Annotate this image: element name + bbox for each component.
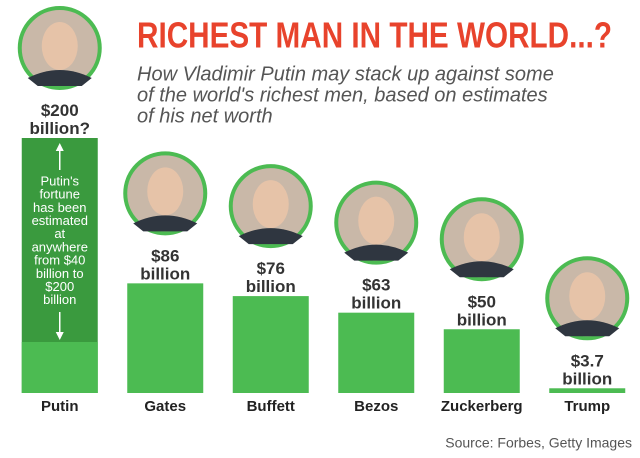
value-label: $50 billion: [457, 293, 507, 330]
annotation: estimated: [32, 213, 88, 228]
annotation: $200: [45, 279, 74, 294]
x-tick-label: Zuckerberg: [441, 398, 523, 415]
value-label: $86 billion: [140, 247, 190, 284]
arrow-head: [55, 143, 64, 151]
arrow-head: [55, 332, 64, 340]
annotation: billion to: [36, 266, 84, 281]
annotation: anywhere: [32, 239, 88, 254]
portrait-body: [555, 320, 620, 337]
portrait-body: [344, 244, 409, 261]
x-tick-label: Trump: [564, 398, 610, 415]
value-label: $3.7 billion: [562, 352, 612, 389]
bar-range-low: [21, 342, 98, 393]
portrait-body: [133, 215, 198, 232]
value-label: $63 billion: [351, 276, 401, 313]
annotation: has been: [33, 200, 87, 215]
portrait-body: [27, 70, 92, 86]
portrait-face: [41, 22, 78, 70]
subtitle: How Vladimir Putin may stack up against …: [137, 63, 554, 85]
source: Source: Forbes, Getty Images: [445, 435, 632, 451]
x-tick-label: Bezos: [354, 398, 398, 415]
bar: [549, 388, 626, 393]
x-tick-label: Gates: [144, 398, 186, 415]
value-label: $200 billion?: [30, 101, 90, 138]
portrait-body: [449, 261, 514, 278]
portrait-body: [238, 228, 303, 245]
annotation: at: [54, 226, 65, 241]
portrait-face: [358, 196, 395, 245]
portrait-face: [569, 272, 606, 321]
chart-title: RICHEST MAN IN THE WORLD...?: [137, 15, 612, 56]
subtitle: of his net worth: [137, 105, 273, 127]
x-tick-label: Putin: [41, 398, 79, 415]
annotation: from $40: [34, 253, 85, 268]
annotation: fortune: [40, 187, 80, 202]
bar: [232, 296, 309, 393]
bar: [127, 283, 204, 393]
x-tick-label: Buffett: [247, 398, 295, 415]
portrait-face: [463, 213, 500, 262]
annotation: billion: [43, 292, 76, 307]
portrait-face: [147, 167, 184, 216]
subtitle: of the world's richest men, based on est…: [137, 84, 548, 106]
value-label: $76 billion: [246, 260, 296, 297]
bar: [443, 329, 520, 393]
portrait-face: [252, 180, 289, 229]
bar: [338, 312, 415, 393]
annotation: Putin's: [40, 173, 79, 188]
